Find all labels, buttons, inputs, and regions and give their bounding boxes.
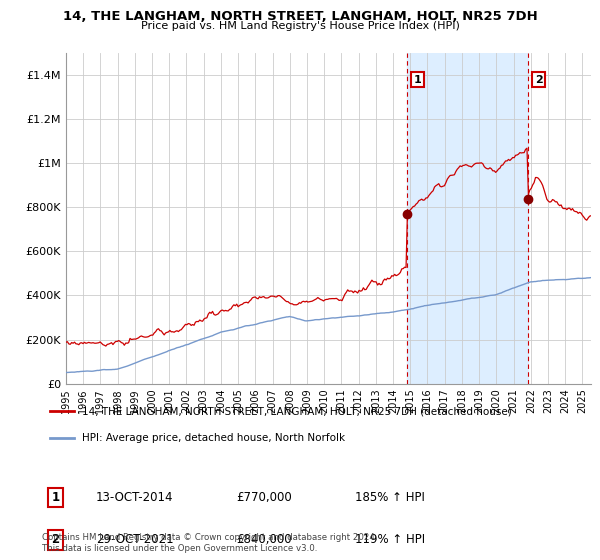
Text: 1: 1 [413,74,421,85]
Text: 119% ↑ HPI: 119% ↑ HPI [355,533,425,546]
Text: Price paid vs. HM Land Registry's House Price Index (HPI): Price paid vs. HM Land Registry's House … [140,21,460,31]
Text: 1: 1 [52,491,59,504]
Text: 2: 2 [52,533,59,546]
Text: 185% ↑ HPI: 185% ↑ HPI [355,491,425,504]
Bar [407,53,528,384]
Text: Contains HM Land Registry data © Crown copyright and database right 2024.
This d: Contains HM Land Registry data © Crown c… [42,533,377,553]
Text: 14, THE LANGHAM, NORTH STREET, LANGHAM, HOLT, NR25 7DH: 14, THE LANGHAM, NORTH STREET, LANGHAM, … [62,10,538,23]
Text: 13-OCT-2014: 13-OCT-2014 [96,491,173,504]
Text: HPI: Average price, detached house, North Norfolk: HPI: Average price, detached house, Nort… [83,433,346,443]
Text: £770,000: £770,000 [236,491,292,504]
Text: 29-OCT-2021: 29-OCT-2021 [96,533,173,546]
Text: £840,000: £840,000 [236,533,292,546]
Text: 14, THE LANGHAM, NORTH STREET, LANGHAM, HOLT, NR25 7DH (detached house): 14, THE LANGHAM, NORTH STREET, LANGHAM, … [83,407,512,417]
Text: 2: 2 [535,74,542,85]
